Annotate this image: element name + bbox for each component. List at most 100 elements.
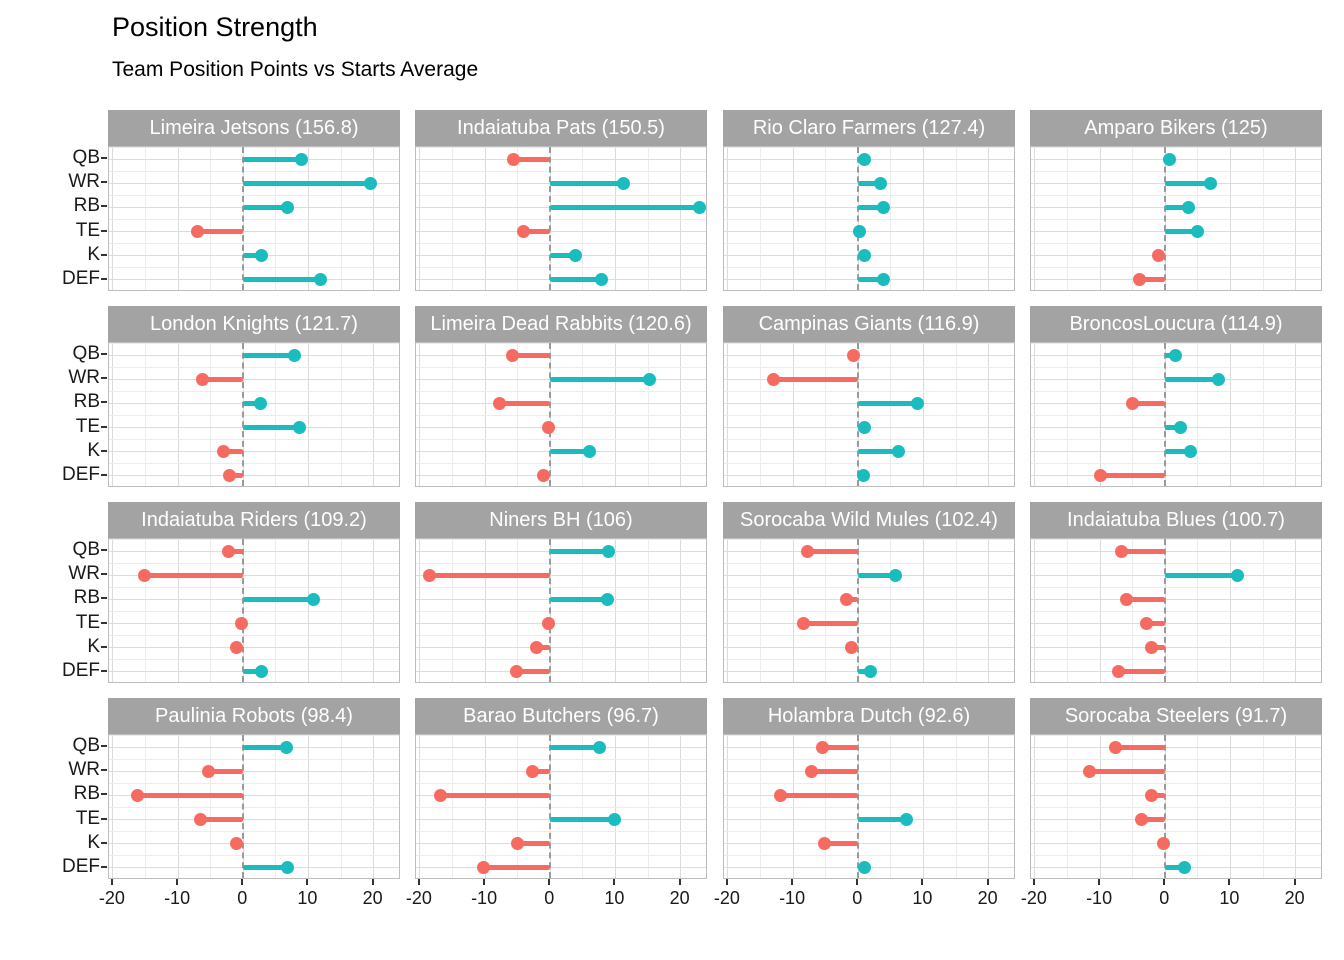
lollipop-dot bbox=[1111, 665, 1125, 679]
lollipop-stem bbox=[1165, 425, 1181, 431]
lollipop-dot bbox=[873, 176, 887, 190]
gridline-minor bbox=[109, 807, 399, 808]
zero-reference-line bbox=[549, 735, 552, 878]
gridline-major bbox=[988, 147, 990, 290]
lollipop-stem bbox=[550, 548, 609, 554]
lollipop-dot bbox=[1212, 372, 1226, 386]
gridline-major bbox=[109, 647, 399, 649]
gridline-minor bbox=[724, 390, 1014, 392]
lollipop-dot bbox=[774, 788, 788, 802]
y-axis-label: RB bbox=[73, 783, 100, 805]
gridline-minor bbox=[145, 147, 146, 290]
gridline-major bbox=[373, 147, 375, 290]
gridline-major bbox=[1031, 770, 1321, 772]
gridline-major bbox=[1034, 735, 1036, 878]
lollipop-stem bbox=[1132, 400, 1166, 406]
lollipop-stem bbox=[1165, 229, 1198, 235]
y-axis-label: QB bbox=[72, 735, 100, 757]
gridline-major bbox=[177, 539, 179, 682]
x-axis-tick bbox=[371, 879, 374, 885]
gridline-major bbox=[724, 647, 1014, 649]
y-axis-label: QB bbox=[72, 147, 100, 169]
gridline-major bbox=[1031, 158, 1321, 160]
gridline-minor bbox=[890, 539, 892, 682]
gridline-minor bbox=[724, 415, 1014, 416]
lollipop-stem bbox=[1115, 744, 1166, 750]
lollipop-stem bbox=[243, 669, 262, 675]
y-axis-tick bbox=[101, 573, 107, 576]
y-axis-tick bbox=[101, 425, 107, 428]
gridline-major bbox=[177, 343, 179, 486]
gridline-major bbox=[109, 475, 399, 477]
lollipop-stem bbox=[243, 400, 261, 406]
gridline-major bbox=[416, 402, 706, 404]
gridline-minor bbox=[724, 659, 1014, 661]
gridline-major bbox=[373, 539, 375, 682]
lollipop-stem bbox=[243, 425, 300, 431]
lollipop-dot bbox=[845, 641, 859, 655]
gridline-minor bbox=[825, 147, 827, 290]
facet-panel bbox=[723, 538, 1015, 683]
y-axis-label: RB bbox=[73, 587, 100, 609]
x-axis-tick bbox=[791, 879, 794, 885]
y-axis-label: WR bbox=[68, 563, 100, 585]
gridline-minor bbox=[724, 439, 1014, 441]
facet-strip: Limeira Dead Rabbits (120.6) bbox=[415, 306, 707, 342]
lollipop-dot bbox=[857, 861, 871, 875]
gridline-major bbox=[112, 343, 114, 486]
gridline-major bbox=[1031, 819, 1321, 821]
lollipop-dot bbox=[307, 592, 321, 606]
x-axis-tick bbox=[417, 879, 420, 885]
gridline-major bbox=[792, 735, 794, 878]
gridline-minor bbox=[1031, 463, 1321, 465]
lollipop-stem bbox=[144, 572, 244, 578]
gridline-minor bbox=[760, 735, 761, 878]
y-axis-tick bbox=[101, 473, 107, 476]
lollipop-dot bbox=[434, 788, 448, 802]
x-axis-tick bbox=[241, 879, 244, 885]
gridline-minor bbox=[109, 390, 399, 392]
zero-reference-line bbox=[857, 147, 860, 290]
facet-panel bbox=[415, 734, 707, 879]
gridline-minor bbox=[1262, 343, 1264, 486]
x-axis-label: -20 bbox=[713, 888, 740, 908]
gridline-minor bbox=[109, 782, 399, 784]
facet-strip: Campinas Giants (116.9) bbox=[723, 306, 1015, 342]
lollipop-dot bbox=[313, 273, 327, 287]
gridline-major bbox=[724, 378, 1014, 380]
lollipop-stem bbox=[550, 449, 590, 455]
gridline-minor bbox=[1031, 635, 1321, 637]
gridline-minor bbox=[1031, 758, 1321, 760]
gridline-minor bbox=[109, 463, 399, 465]
gridline-minor bbox=[1031, 243, 1321, 245]
lollipop-dot bbox=[510, 837, 524, 851]
x-axis-tick bbox=[548, 879, 551, 885]
gridline-major bbox=[109, 378, 399, 380]
lollipop-stem bbox=[243, 744, 287, 750]
facet-panel bbox=[723, 146, 1015, 291]
lollipop-dot bbox=[1177, 861, 1191, 875]
lollipop-dot bbox=[229, 641, 243, 655]
gridline-major bbox=[1031, 550, 1321, 552]
zero-reference-line bbox=[1164, 735, 1167, 878]
facet-panel bbox=[1030, 342, 1322, 487]
lollipop-dot bbox=[1174, 421, 1188, 435]
gridline-minor bbox=[647, 539, 649, 682]
gridline-minor bbox=[416, 415, 706, 416]
lollipop-stem bbox=[550, 204, 700, 210]
gridline-major bbox=[1229, 735, 1231, 878]
y-axis-tick bbox=[101, 621, 107, 624]
gridline-major bbox=[1229, 343, 1231, 486]
gridline-major bbox=[109, 231, 399, 233]
x-axis-tick bbox=[176, 879, 179, 885]
lollipop-dot bbox=[253, 396, 267, 410]
y-axis-tick bbox=[101, 865, 107, 868]
x-axis-tick bbox=[110, 879, 113, 885]
gridline-minor bbox=[275, 539, 277, 682]
gridline-minor bbox=[416, 831, 706, 833]
lollipop-dot bbox=[800, 544, 814, 558]
gridline-major bbox=[680, 147, 682, 290]
gridline-minor bbox=[1067, 147, 1068, 290]
x-axis-tick bbox=[986, 879, 989, 885]
lollipop-stem bbox=[822, 744, 859, 750]
